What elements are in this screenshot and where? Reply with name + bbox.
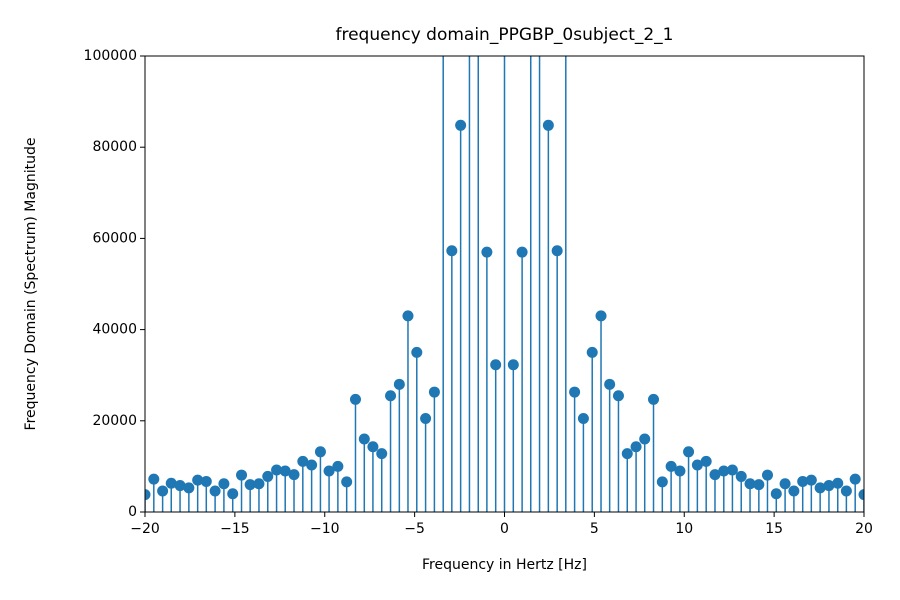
stem-marker	[262, 470, 274, 482]
stem-marker	[779, 478, 791, 490]
stem-marker	[428, 386, 440, 398]
x-tick-label: 0	[500, 521, 509, 537]
stem-marker	[823, 480, 835, 492]
stem-marker	[858, 489, 864, 501]
stem-marker	[244, 479, 256, 491]
stem-marker	[306, 459, 318, 471]
y-tick-label: 20000	[92, 413, 137, 429]
x-tick-label: 5	[590, 521, 599, 537]
x-tick-label: 20	[855, 521, 873, 537]
stem-marker	[183, 482, 195, 494]
stem-marker	[665, 460, 677, 472]
y-tick-label: 100000	[84, 48, 137, 64]
y-tick-label: 0	[128, 504, 137, 520]
x-tick-label: −20	[130, 521, 160, 537]
stem-marker	[481, 246, 493, 258]
stem-marker	[542, 119, 554, 131]
stem-marker	[797, 475, 809, 487]
stem-marker	[604, 378, 616, 390]
stem-marker	[446, 245, 458, 257]
stem-marker	[174, 480, 186, 492]
stem-marker	[297, 455, 309, 467]
x-tick-label: −10	[310, 521, 340, 537]
stem-marker	[656, 476, 668, 488]
y-tick-label: 60000	[92, 230, 137, 246]
x-tick-label: 10	[675, 521, 693, 537]
y-axis-label: Frequency Domain (Spectrum) Magnitude	[23, 138, 39, 431]
stem-marker	[753, 479, 765, 491]
stem-marker	[367, 441, 379, 453]
stem-marker	[770, 488, 782, 500]
stem-marker	[279, 465, 291, 477]
x-tick-label: −5	[404, 521, 425, 537]
stem-marker	[145, 489, 151, 501]
stem-marker	[648, 393, 660, 405]
stem-marker	[402, 310, 414, 322]
stem-marker	[227, 488, 239, 500]
stem-marker	[683, 446, 695, 458]
x-axis-label: Frequency in Hertz [Hz]	[422, 557, 587, 573]
stem-marker	[393, 378, 405, 390]
stem-marker	[200, 475, 212, 487]
stem-marker	[840, 485, 852, 497]
stem-marker	[332, 460, 344, 472]
stem-marker	[507, 359, 519, 371]
stem-marker	[718, 465, 730, 477]
stem-marker	[148, 473, 160, 485]
stem-marker	[621, 448, 633, 460]
stem-marker	[314, 446, 326, 458]
stem-marker	[349, 393, 361, 405]
x-tick-label: 15	[765, 521, 783, 537]
stem-marker	[726, 464, 738, 476]
stem-marker	[192, 474, 204, 486]
stem-marker	[788, 485, 800, 497]
stem-marker	[569, 386, 581, 398]
stem-marker	[814, 482, 826, 494]
stem-marker	[612, 390, 624, 402]
stem-marker	[709, 469, 721, 481]
stem-marker	[735, 470, 747, 482]
y-tick-label: 40000	[92, 322, 137, 338]
stem-marker	[165, 477, 177, 489]
stem-marker	[577, 413, 589, 425]
stem-marker	[385, 390, 397, 402]
chart-title: frequency domain_PPGBP_0subject_2_1	[336, 25, 674, 45]
stem-marker	[271, 464, 283, 476]
stem-marker	[595, 310, 607, 322]
stem-marker	[630, 441, 642, 453]
stem-marker	[218, 478, 230, 490]
stem-marker	[341, 476, 353, 488]
stem-marker	[849, 473, 861, 485]
stem-marker	[411, 346, 423, 358]
y-tick-label: 80000	[92, 139, 137, 155]
stem-marker	[639, 433, 651, 445]
stem-marker	[358, 433, 370, 445]
stem-marker	[253, 478, 265, 490]
stem-marker	[323, 465, 335, 477]
stem-marker	[744, 478, 756, 490]
stem-marker	[288, 469, 300, 481]
stem-marker	[420, 413, 432, 425]
stem-marker	[761, 469, 773, 481]
stem-marker	[455, 119, 467, 131]
stem-marker	[586, 346, 598, 358]
stem-marker	[832, 477, 844, 489]
stem-marker	[691, 459, 703, 471]
stem-marker	[516, 246, 528, 258]
stem-marker	[376, 448, 388, 460]
stem-marker	[805, 474, 817, 486]
stem-marker	[674, 465, 686, 477]
stem-marker	[551, 245, 563, 257]
stem-marker	[209, 485, 221, 497]
stem-marker	[157, 485, 169, 497]
stem-marker	[490, 359, 502, 371]
stem-marker	[700, 455, 712, 467]
plot-area	[145, 56, 864, 512]
stem-marker	[236, 469, 248, 481]
x-tick-label: −15	[220, 521, 250, 537]
